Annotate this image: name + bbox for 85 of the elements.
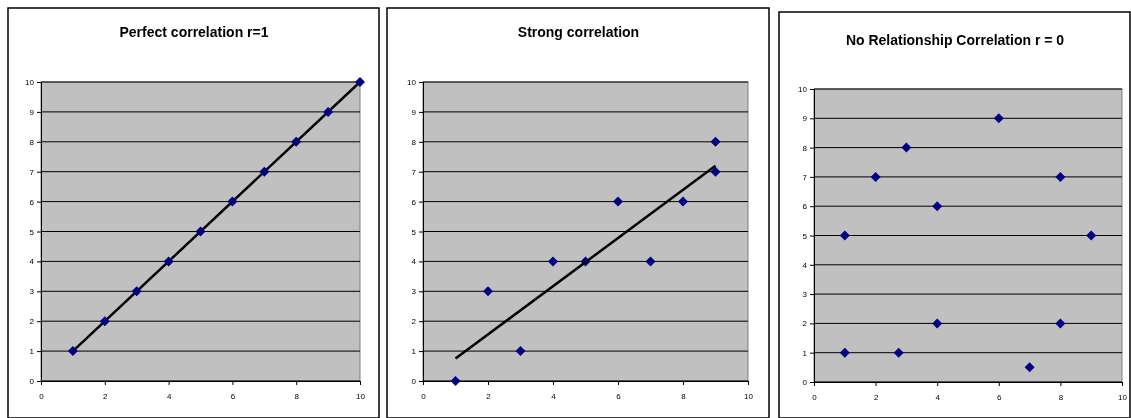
point	[515, 346, 526, 357]
point	[710, 166, 721, 177]
y-tick-label: 1	[411, 347, 417, 357]
point	[67, 346, 78, 357]
x-tick-label: 8	[294, 392, 300, 402]
y-tick-label: 5	[411, 227, 417, 237]
x-tick-label: 10	[356, 392, 366, 402]
x-tick-label: 4	[551, 392, 557, 402]
y-tick-label: 7	[29, 167, 35, 177]
point	[1055, 318, 1066, 329]
chart-title: Perfect correlation r=1	[119, 24, 269, 40]
y-tick-label: 2	[802, 319, 808, 329]
y-tick-label: 6	[29, 197, 35, 207]
y-tick-label: 5	[802, 231, 808, 241]
point	[893, 347, 904, 358]
y-tick-label: 4	[29, 257, 35, 267]
x-tick-label: 2	[486, 392, 492, 402]
point	[613, 196, 623, 207]
y-tick-label: 9	[29, 107, 35, 117]
x-tick-label: 0	[812, 393, 818, 403]
y-tick-label: 8	[29, 137, 35, 147]
point	[259, 166, 270, 177]
point	[483, 286, 493, 297]
y-tick-label: 8	[802, 143, 808, 153]
x-tick-label: 6	[616, 392, 622, 402]
point	[901, 142, 912, 153]
y-tick-label: 10	[407, 78, 417, 88]
point	[678, 196, 688, 207]
y-tick-label: 4	[411, 257, 417, 267]
point	[450, 376, 461, 386]
x-tick-label: 8	[681, 392, 687, 402]
chart-title: Strong correlation	[517, 24, 640, 40]
y-tick-label: 3	[411, 287, 417, 297]
point	[1055, 171, 1066, 182]
point	[99, 316, 110, 327]
y-tick-label: 3	[29, 287, 35, 297]
x-tick-label: 0	[421, 392, 427, 402]
x-tick-label: 8	[1058, 393, 1064, 403]
y-tick-label: 4	[802, 260, 808, 270]
point	[710, 136, 721, 147]
y-tick-label: 9	[802, 114, 808, 124]
point	[548, 256, 558, 267]
chart-title: No Relationship Correlation r = 0	[845, 32, 1065, 48]
point	[163, 256, 174, 267]
x-tick-label: 4	[935, 393, 941, 403]
point	[195, 226, 206, 237]
y-tick-label: 7	[411, 167, 417, 177]
point	[645, 256, 656, 267]
y-tick-label: 2	[411, 317, 417, 327]
x-tick-label: 10	[1118, 393, 1128, 403]
point	[131, 286, 142, 297]
y-tick-label: 0	[411, 377, 417, 387]
point	[323, 106, 334, 117]
y-tick-label: 1	[29, 347, 35, 357]
y-tick-label: 6	[411, 197, 417, 207]
x-tick-label: 2	[103, 392, 109, 402]
point	[291, 136, 302, 147]
y-tick-label: 5	[29, 227, 35, 237]
y-tick-label: 0	[29, 377, 35, 387]
point	[839, 347, 850, 358]
point	[870, 171, 881, 182]
point	[1086, 230, 1097, 241]
x-tick-label: 6	[997, 393, 1003, 403]
y-tick-label: 3	[802, 290, 808, 300]
point	[932, 201, 943, 212]
y-tick-label: 10	[25, 78, 35, 88]
point	[839, 230, 850, 241]
point	[355, 77, 365, 87]
y-tick-label: 10	[798, 85, 808, 95]
point	[227, 196, 238, 207]
y-tick-label: 1	[802, 348, 808, 358]
y-tick-label: 6	[802, 202, 808, 212]
point	[993, 113, 1004, 124]
y-tick-label: 8	[411, 137, 417, 147]
y-tick-label: 7	[802, 172, 808, 182]
x-tick-label: 4	[166, 392, 172, 402]
x-tick-label: 6	[230, 392, 236, 402]
x-tick-label: 10	[744, 392, 754, 402]
x-tick-label: 2	[873, 393, 879, 403]
point	[932, 318, 943, 329]
y-tick-label: 2	[29, 317, 35, 327]
y-tick-label: 0	[802, 378, 808, 388]
point	[1024, 362, 1035, 373]
x-tick-label: 0	[39, 392, 45, 402]
y-tick-label: 9	[411, 107, 417, 117]
